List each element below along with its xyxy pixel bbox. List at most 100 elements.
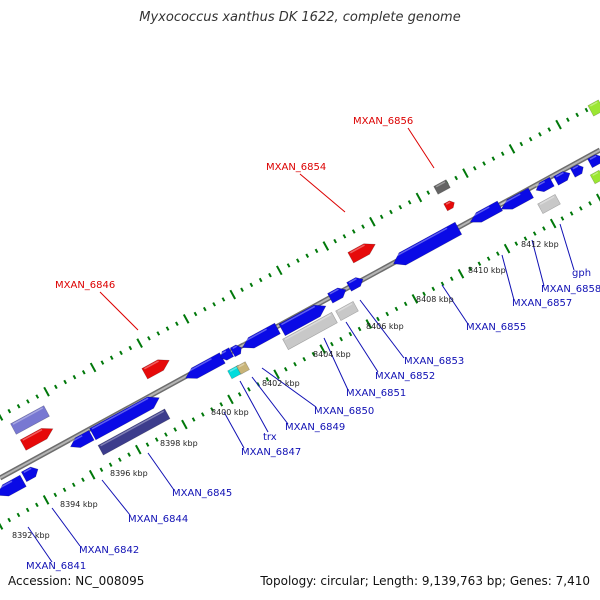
gene-feature[interactable] [587, 99, 600, 117]
gene-connector [101, 479, 131, 516]
feature-highlight [220, 350, 227, 355]
tick-mark [119, 350, 123, 356]
gene-connector [147, 452, 175, 491]
gene-feature[interactable] [433, 179, 451, 195]
feature-highlight [281, 305, 316, 326]
tick-mark [63, 379, 68, 385]
tick-mark [72, 374, 77, 380]
gene-feature[interactable] [97, 408, 171, 456]
gene-feature[interactable] [469, 200, 504, 223]
gene-feature[interactable] [70, 429, 95, 448]
feature-highlight [329, 288, 339, 295]
gene-label[interactable]: MXAN_6852 [375, 371, 435, 382]
gene-feature[interactable] [241, 322, 281, 349]
gene-connector [531, 239, 545, 287]
tick-mark [302, 356, 307, 362]
tick-label: 8406 kbp [366, 322, 404, 331]
tick-mark [532, 231, 537, 236]
gene-label[interactable]: MXAN_6841 [26, 561, 86, 572]
gene-feature[interactable] [335, 300, 359, 322]
tick-mark [164, 432, 168, 437]
gene-connector [501, 254, 515, 301]
tick-mark [588, 201, 592, 206]
gene-feature[interactable] [229, 344, 242, 358]
gene-feature[interactable] [587, 154, 600, 169]
tick-mark [100, 360, 105, 365]
gene-feature[interactable] [443, 200, 455, 212]
tick-mark [35, 502, 39, 508]
tick-mark [71, 482, 76, 488]
gene-feature[interactable] [89, 396, 160, 441]
gene-feature[interactable] [347, 243, 376, 264]
gene-feature[interactable] [535, 176, 555, 193]
tick-mark [62, 487, 67, 493]
gene-label[interactable]: MXAN_6844 [128, 514, 188, 525]
tick-mark [88, 469, 96, 480]
tick-mark [422, 291, 426, 297]
rna-label[interactable]: MXAN_6854 [266, 162, 326, 173]
gene-label[interactable]: MXAN_6858 [541, 284, 600, 295]
tick-label: 8408 kbp [416, 295, 454, 304]
feature-highlight [535, 180, 546, 187]
gene-feature[interactable] [141, 359, 170, 380]
tick-mark [193, 311, 198, 317]
gene-feature[interactable] [346, 277, 364, 292]
tick-mark [108, 462, 113, 467]
tick-mark [99, 467, 104, 472]
tick-label: 8394 kbp [60, 500, 98, 509]
rna-label[interactable]: MXAN_6856 [353, 116, 413, 127]
gene-feature[interactable] [220, 347, 235, 361]
gene-feature[interactable] [393, 221, 463, 266]
gene-feature[interactable] [589, 169, 600, 185]
rna-connector [407, 127, 435, 169]
gene-label[interactable]: MXAN_6853 [404, 356, 464, 367]
tick-mark [175, 321, 179, 326]
tick-mark [135, 444, 142, 455]
tick-mark [351, 229, 356, 234]
tick-mark [514, 241, 519, 246]
feature-highlight [572, 165, 579, 170]
gene-feature[interactable] [278, 304, 327, 337]
gene-connector [441, 284, 469, 325]
gene-label[interactable]: MXAN_6857 [512, 298, 572, 309]
tick-mark [575, 112, 580, 118]
tick-mark [191, 417, 196, 422]
feature-highlight [22, 429, 43, 441]
gene-label[interactable]: gph [572, 268, 591, 279]
gene-label[interactable]: MXAN_6849 [285, 422, 345, 433]
gene-features [0, 99, 600, 497]
tick-mark [237, 392, 242, 397]
gene-feature[interactable] [537, 193, 561, 215]
gene-feature[interactable] [236, 361, 250, 375]
tick-mark [53, 492, 58, 498]
gene-connector [359, 299, 405, 359]
feature-highlight [589, 155, 597, 160]
tick-mark [348, 331, 353, 337]
gene-label[interactable]: MXAN_6845 [172, 488, 232, 499]
tick-mark [210, 407, 214, 412]
gene-feature[interactable] [327, 287, 347, 304]
gene-feature[interactable] [500, 187, 535, 210]
gene-feature[interactable] [553, 171, 571, 186]
tick-mark [154, 437, 159, 442]
gene-feature[interactable] [282, 311, 338, 351]
gene-feature[interactable] [0, 474, 27, 497]
feature-highlight [238, 363, 245, 368]
gene-label[interactable]: MXAN_6842 [79, 545, 139, 556]
gene-feature[interactable] [10, 405, 50, 435]
tick-mark [227, 394, 234, 405]
gene-label[interactable]: trx [263, 432, 277, 443]
feature-highlight [184, 358, 212, 374]
gene-feature[interactable] [569, 164, 584, 178]
gene-feature[interactable] [20, 466, 39, 483]
rna-label[interactable]: MXAN_6846 [55, 280, 115, 291]
gene-label[interactable]: MXAN_6850 [314, 406, 374, 417]
gene-feature[interactable] [185, 352, 226, 379]
tick-mark [569, 211, 574, 216]
gene-label[interactable]: MXAN_6855 [466, 322, 526, 333]
gene-feature[interactable] [19, 428, 54, 451]
gene-label[interactable]: MXAN_6851 [346, 388, 406, 399]
tick-mark [462, 168, 469, 179]
gene-label[interactable]: MXAN_6847 [241, 447, 301, 458]
